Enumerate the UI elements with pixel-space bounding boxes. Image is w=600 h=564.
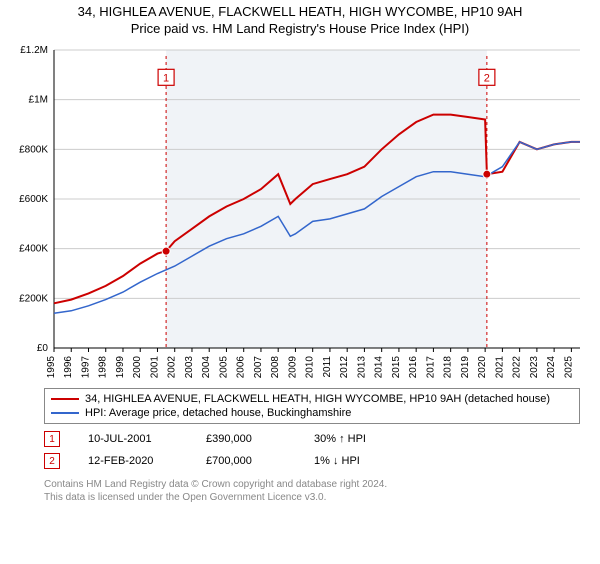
x-axis-label: 2023 [529, 356, 540, 379]
x-axis-label: 2012 [339, 356, 350, 379]
marker-label-box: 2 [484, 72, 490, 84]
x-axis-label: 2021 [494, 356, 505, 379]
x-axis-label: 1998 [98, 356, 109, 379]
x-axis-label: 2002 [167, 356, 178, 379]
x-axis-label: 2000 [132, 356, 143, 379]
marker-date: 12-FEB-2020 [88, 455, 178, 467]
marker-number-box: 1 [44, 431, 60, 447]
marker-pct: 1% ↓ HPI [314, 455, 404, 467]
legend-label: 34, HIGHLEA AVENUE, FLACKWELL HEATH, HIG… [85, 393, 550, 405]
y-axis-label: £800K [19, 144, 48, 155]
x-axis-label: 2016 [408, 356, 419, 379]
marker-table-row: 2 12-FEB-2020 £700,000 1% ↓ HPI [44, 450, 580, 472]
x-axis-label: 2004 [201, 356, 212, 379]
x-axis-label: 2001 [149, 356, 160, 379]
marker-label-box: 1 [163, 72, 169, 84]
x-axis-label: 1995 [46, 356, 57, 379]
x-axis-label: 2006 [236, 356, 247, 379]
y-axis-label: £200K [19, 293, 48, 304]
legend: 34, HIGHLEA AVENUE, FLACKWELL HEATH, HIG… [44, 388, 580, 424]
x-axis-label: 2010 [305, 356, 316, 379]
x-axis-label: 2013 [356, 356, 367, 379]
footer-line-2: This data is licensed under the Open Gov… [44, 491, 580, 504]
x-axis-label: 2019 [460, 356, 471, 379]
x-axis-label: 2009 [287, 356, 298, 379]
markers-table: 1 10-JUL-2001 £390,000 30% ↑ HPI 2 12-FEB-202… [44, 428, 580, 472]
legend-row: 34, HIGHLEA AVENUE, FLACKWELL HEATH, HIG… [51, 392, 573, 406]
x-axis-label: 2017 [425, 356, 436, 379]
x-axis-label: 1996 [63, 356, 74, 379]
marker-number-box: 2 [44, 453, 60, 469]
x-axis-label: 2018 [443, 356, 454, 379]
marker-point [162, 247, 170, 255]
x-axis-label: 2022 [512, 356, 523, 379]
chart-plot-area: £0 £200K £400K £600K £800K £1M £1.2M 1995 1996 19… [10, 42, 590, 382]
x-axis-label: 1999 [115, 356, 126, 379]
legend-swatch [51, 412, 79, 414]
marker-date: 10-JUL-2001 [88, 433, 178, 445]
footer: Contains HM Land Registry data © Crown c… [44, 478, 580, 504]
x-axis-label: 2011 [322, 356, 333, 378]
y-axis-label: £1M [29, 95, 48, 106]
chart-subtitle: Price paid vs. HM Land Registry's House … [0, 21, 600, 36]
x-axis-label: 2005 [218, 356, 229, 379]
y-axis-label: £0 [37, 343, 49, 354]
marker-point [483, 170, 491, 178]
y-axis-label: £400K [19, 244, 48, 255]
marker-table-row: 1 10-JUL-2001 £390,000 30% ↑ HPI [44, 428, 580, 450]
footer-line-1: Contains HM Land Registry data © Crown c… [44, 478, 580, 491]
marker-price: £390,000 [206, 433, 286, 445]
x-axis-label: 1997 [80, 356, 91, 379]
x-axis-label: 2008 [270, 356, 281, 379]
x-axis-label: 2003 [184, 356, 195, 379]
x-axis-label: 2014 [374, 356, 385, 379]
marker-pct: 30% ↑ HPI [314, 433, 404, 445]
x-axis-label: 2025 [563, 356, 574, 379]
chart-title: 34, HIGHLEA AVENUE, FLACKWELL HEATH, HIG… [0, 4, 600, 19]
x-axis-label: 2020 [477, 356, 488, 379]
y-axis-label: £1.2M [20, 45, 48, 56]
legend-swatch [51, 398, 79, 400]
legend-row: HPI: Average price, detached house, Buck… [51, 406, 573, 420]
x-axis-label: 2024 [546, 356, 557, 379]
marker-price: £700,000 [206, 455, 286, 467]
y-axis-label: £600K [19, 194, 48, 205]
x-axis-label: 2015 [391, 356, 402, 379]
x-axis-label: 2007 [253, 356, 264, 379]
legend-label: HPI: Average price, detached house, Buck… [85, 407, 351, 419]
chart-container: 34, HIGHLEA AVENUE, FLACKWELL HEATH, HIG… [0, 4, 600, 564]
chart-svg: £0 £200K £400K £600K £800K £1M £1.2M 1995 1996 19… [10, 42, 590, 382]
